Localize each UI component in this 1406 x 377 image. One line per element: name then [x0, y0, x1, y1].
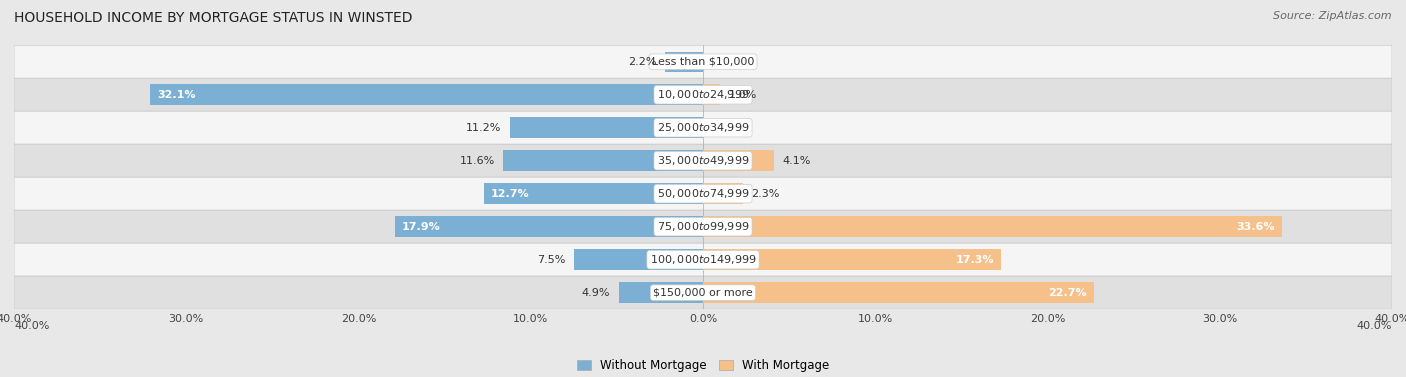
Bar: [703, 150, 773, 171]
Bar: [484, 184, 703, 204]
Text: 12.7%: 12.7%: [491, 188, 530, 199]
Legend: Without Mortgage, With Mortgage: Without Mortgage, With Mortgage: [572, 355, 834, 377]
Text: $10,000 to $24,999: $10,000 to $24,999: [657, 88, 749, 101]
Bar: [665, 52, 703, 72]
Text: 17.3%: 17.3%: [956, 254, 994, 265]
Text: 22.7%: 22.7%: [1049, 288, 1087, 298]
Bar: [703, 84, 720, 105]
Bar: [703, 250, 1001, 270]
Text: 11.2%: 11.2%: [467, 123, 502, 133]
Bar: [703, 184, 742, 204]
FancyBboxPatch shape: [14, 45, 1392, 78]
Text: $150,000 or more: $150,000 or more: [654, 288, 752, 298]
FancyBboxPatch shape: [14, 243, 1392, 276]
Text: Less than $10,000: Less than $10,000: [652, 57, 754, 67]
Bar: [574, 250, 703, 270]
Text: $25,000 to $34,999: $25,000 to $34,999: [657, 121, 749, 134]
FancyBboxPatch shape: [14, 210, 1392, 243]
Text: 4.9%: 4.9%: [582, 288, 610, 298]
Text: 4.1%: 4.1%: [782, 156, 811, 166]
Text: 33.6%: 33.6%: [1236, 222, 1275, 232]
FancyBboxPatch shape: [14, 111, 1392, 144]
Text: 17.9%: 17.9%: [402, 222, 440, 232]
FancyBboxPatch shape: [14, 276, 1392, 309]
Text: 2.3%: 2.3%: [751, 188, 779, 199]
Bar: [510, 118, 703, 138]
FancyBboxPatch shape: [14, 177, 1392, 210]
Text: $50,000 to $74,999: $50,000 to $74,999: [657, 187, 749, 200]
Text: 1.0%: 1.0%: [728, 90, 756, 100]
Text: 7.5%: 7.5%: [537, 254, 565, 265]
Text: 32.1%: 32.1%: [157, 90, 195, 100]
Bar: [503, 150, 703, 171]
Text: 40.0%: 40.0%: [1357, 321, 1392, 331]
Text: HOUSEHOLD INCOME BY MORTGAGE STATUS IN WINSTED: HOUSEHOLD INCOME BY MORTGAGE STATUS IN W…: [14, 11, 412, 25]
Bar: [619, 282, 703, 303]
Text: $75,000 to $99,999: $75,000 to $99,999: [657, 220, 749, 233]
Text: Source: ZipAtlas.com: Source: ZipAtlas.com: [1274, 11, 1392, 21]
Bar: [703, 282, 1094, 303]
Bar: [150, 84, 703, 105]
FancyBboxPatch shape: [14, 78, 1392, 111]
Text: $35,000 to $49,999: $35,000 to $49,999: [657, 154, 749, 167]
Text: 2.2%: 2.2%: [628, 57, 657, 67]
Bar: [703, 216, 1282, 237]
Text: 40.0%: 40.0%: [14, 321, 49, 331]
Text: $100,000 to $149,999: $100,000 to $149,999: [650, 253, 756, 266]
FancyBboxPatch shape: [14, 144, 1392, 177]
Bar: [395, 216, 703, 237]
Text: 11.6%: 11.6%: [460, 156, 495, 166]
